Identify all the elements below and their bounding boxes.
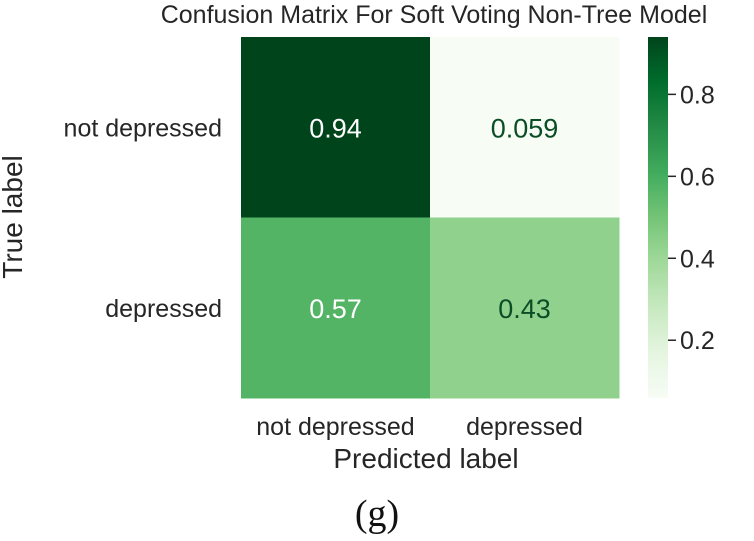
x-tick-labels: not depressed depressed bbox=[256, 413, 583, 441]
colorbar-tick-label: 0.6 bbox=[680, 163, 715, 191]
cell-annotations: 0.94 0.059 0.57 0.43 bbox=[309, 113, 558, 324]
colorbar-tick-label: 0.8 bbox=[680, 81, 715, 109]
y-tick-label: not depressed bbox=[64, 114, 222, 142]
cell-annotation: 0.94 bbox=[309, 113, 362, 143]
x-tick-label: not depressed bbox=[256, 413, 414, 441]
y-tick-labels: not depressed depressed bbox=[64, 114, 222, 323]
heatmap-cell bbox=[241, 37, 431, 218]
figure-caption: (g) bbox=[354, 493, 400, 535]
cell-annotation: 0.57 bbox=[309, 294, 362, 324]
colorbar-tick-label: 0.4 bbox=[680, 245, 715, 273]
heatmap-cell bbox=[430, 217, 620, 399]
y-tick-label: depressed bbox=[105, 295, 222, 323]
heatmap-cell bbox=[430, 37, 620, 218]
cell-annotation: 0.059 bbox=[491, 113, 559, 143]
heatmap-cells bbox=[241, 37, 620, 399]
colorbar-ticks: 0.2 0.4 0.6 0.8 bbox=[668, 81, 715, 355]
y-axis-label: True label bbox=[0, 155, 28, 278]
chart-title: Confusion Matrix For Soft Voting Non-Tre… bbox=[161, 1, 708, 29]
x-tick-label: depressed bbox=[466, 413, 583, 441]
colorbar bbox=[648, 37, 668, 398]
cell-annotation: 0.43 bbox=[498, 294, 551, 324]
x-axis-label: Predicted label bbox=[333, 443, 518, 474]
heatmap-cell bbox=[241, 217, 431, 399]
colorbar-tick-label: 0.2 bbox=[680, 327, 715, 355]
